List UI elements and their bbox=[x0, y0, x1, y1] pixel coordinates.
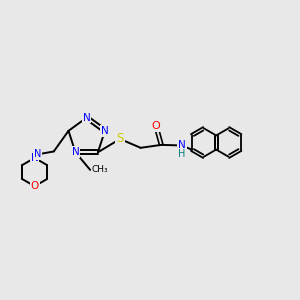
Text: S: S bbox=[116, 133, 124, 146]
Text: N: N bbox=[83, 112, 91, 123]
Text: CH₃: CH₃ bbox=[92, 165, 108, 174]
Text: O: O bbox=[31, 181, 39, 191]
Text: N: N bbox=[34, 149, 41, 159]
Text: N: N bbox=[72, 147, 79, 157]
Text: H: H bbox=[178, 149, 185, 159]
Text: N: N bbox=[178, 140, 186, 151]
Text: N: N bbox=[31, 153, 38, 163]
Text: N: N bbox=[101, 126, 109, 136]
Text: O: O bbox=[152, 121, 160, 131]
